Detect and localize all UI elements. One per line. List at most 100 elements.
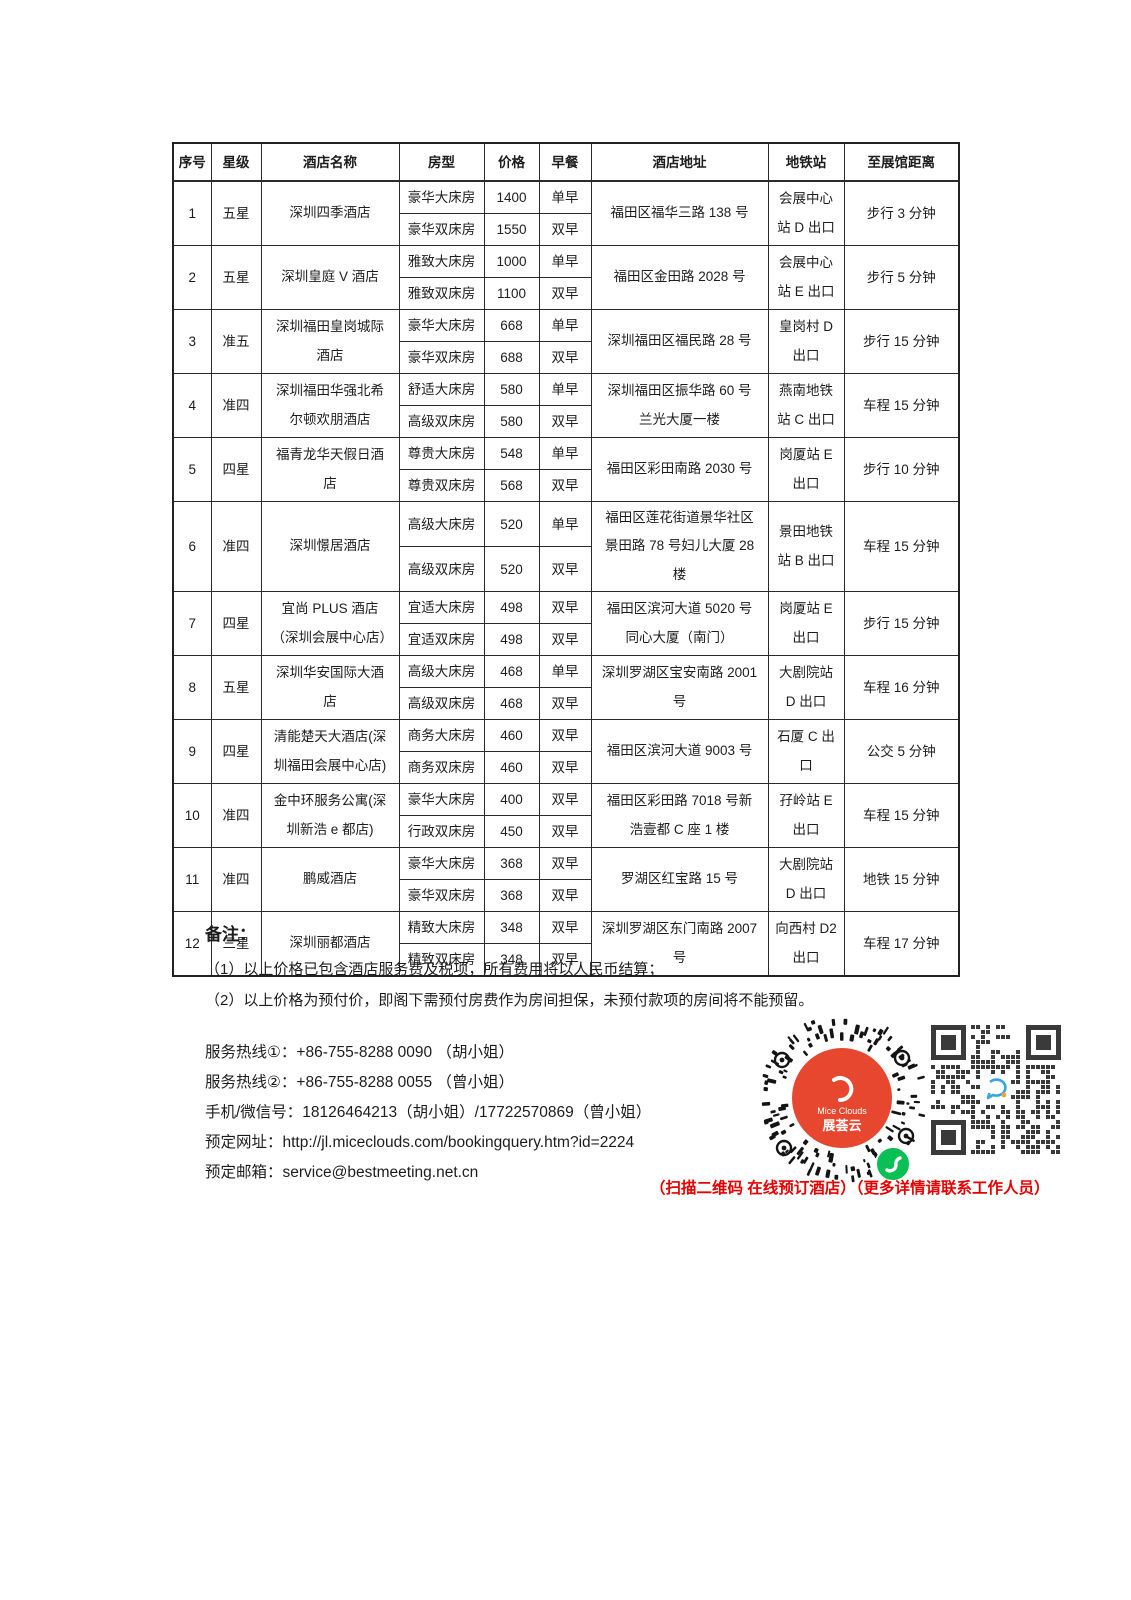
cell-star-rating: 五星 xyxy=(210,655,262,721)
cell-address: 罗湖区红宝路 15 号 xyxy=(590,847,769,913)
cell-hotel-name: 深圳丽都酒店 xyxy=(260,911,400,977)
cell-address: 福田区福华三路 138 号 xyxy=(590,180,769,246)
cell-room-type: 高级大床房 xyxy=(398,500,485,548)
table-row: 高级双床房 520 双早 xyxy=(173,546,959,593)
cell-price: 668 xyxy=(483,309,540,342)
cell-price: 348 xyxy=(483,943,540,977)
cell-breakfast: 双早 xyxy=(538,783,592,817)
cell-price: 450 xyxy=(483,815,540,849)
cell-distance: 车程 16 分钟 xyxy=(843,655,960,721)
cell-metro-station: 会展中心站 E 出口 xyxy=(767,245,845,310)
cell-price: 498 xyxy=(483,623,540,657)
cell-price: 468 xyxy=(483,687,540,721)
cell-address: 福田区彩田路 7018 号新浩壹都 C 座 1 楼 xyxy=(590,783,769,849)
table-row: 6 准四 深圳憬居酒店 高级大床房 520 单早 福田区莲花街道景华社区景田路 78 号妇儿… xyxy=(172,500,960,593)
cell-room-type: 豪华大床房 xyxy=(398,309,485,342)
cell-room-type: 精致双床房 xyxy=(398,943,485,977)
cell-price: 1550 xyxy=(483,213,540,246)
remark-item-1: （1）以上价格已包含酒店服务费及税项，所有费用将以人民币结算； xyxy=(205,961,664,978)
cell-row-number: 2 xyxy=(172,245,212,310)
cell-star-rating: 准四 xyxy=(210,847,262,913)
cell-price: 1100 xyxy=(483,277,540,310)
cell-metro-station: 石厦 C 出口 xyxy=(767,719,845,785)
column-header: 星级 xyxy=(210,142,262,182)
cell-room-type: 豪华双床房 xyxy=(398,879,485,913)
cell-price: 368 xyxy=(483,847,540,881)
cell-breakfast: 单早 xyxy=(538,180,592,214)
table-row: 4 准四 深圳福田华强北希尔顿欢朋酒店 舒适大床房 580 单早 深圳福田区振华路 60 号… xyxy=(172,373,960,438)
cell-address: 深圳罗湖区东门南路 2007 号 xyxy=(590,911,769,977)
cell-room-type: 尊贵大床房 xyxy=(398,437,485,470)
cell-row-number: 3 xyxy=(172,309,212,374)
cell-metro-station: 会展中心站 D 出口 xyxy=(767,180,845,246)
cell-room-type: 宜适双床房 xyxy=(398,623,485,657)
table-row: 高级双床房 580 双早 xyxy=(173,405,959,438)
cell-price: 548 xyxy=(483,437,540,470)
cell-breakfast: 双早 xyxy=(538,847,592,881)
cell-hotel-name: 深圳皇庭 V 酒店 xyxy=(260,245,400,310)
table-row: 10 准四 金中环服务公寓(深圳新浩 e 都店) 豪华大床房 400 双早 福田区彩田路 7… xyxy=(172,783,960,849)
table-row: 8 五星 深圳华安国际大酒店 高级大床房 468 单早 深圳罗湖区宝安南路 2001 号大剧… xyxy=(172,655,960,721)
table-row: 11 准四 鹏威酒店 豪华大床房 368 双早 罗湖区红宝路 15 号大剧院站 D 出口 地铁… xyxy=(172,847,960,913)
cell-row-number: 11 xyxy=(172,847,212,913)
cell-hotel-name: 福青龙华天假日酒店 xyxy=(260,437,400,502)
cell-price: 400 xyxy=(483,783,540,817)
cell-breakfast: 双早 xyxy=(538,719,592,753)
table-row: 2 五星 深圳皇庭 V 酒店 雅致大床房 1000 单早 福田区金田路 2028 号会展中心… xyxy=(172,245,960,310)
cell-room-type: 行政双床房 xyxy=(398,815,485,849)
cell-row-number: 4 xyxy=(172,373,212,438)
cell-price: 580 xyxy=(483,405,540,438)
cell-breakfast: 双早 xyxy=(538,879,592,913)
cell-hotel-name: 清能楚天大酒店(深圳福田会展中心店) xyxy=(260,719,400,785)
cell-distance: 地铁 15 分钟 xyxy=(843,847,960,913)
cell-price: 368 xyxy=(483,879,540,913)
cell-metro-station: 孖岭站 E 出口 xyxy=(767,783,845,849)
booking-url: 预定网址：http://jl.miceclouds.com/bookingque… xyxy=(205,1133,635,1151)
cell-distance: 步行 10 分钟 xyxy=(843,437,960,502)
column-header: 序号 xyxy=(172,142,212,182)
cell-room-type: 高级双床房 xyxy=(398,405,485,438)
table-row: 雅致双床房 1100 双早 xyxy=(173,277,959,310)
cell-star-rating: 四星 xyxy=(210,437,262,502)
cell-price: 468 xyxy=(483,655,540,689)
cell-room-type: 商务大床房 xyxy=(398,719,485,753)
cell-star-rating: 准五 xyxy=(210,309,262,374)
svg-text:展荟云: 展荟云 xyxy=(822,1118,861,1133)
table-header-row: 序号 星级 酒店名称 房型 价格 早餐 酒店地址 地铁站 至展馆距离 xyxy=(172,142,960,182)
cell-room-type: 豪华大床房 xyxy=(398,783,485,817)
cell-breakfast: 双早 xyxy=(538,943,592,977)
remark-item-2: （2）以上价格为预付价，即阁下需预付房费作为房间担保，未预付款项的房间将不能预留… xyxy=(205,991,814,1009)
cell-metro-station: 岗厦站 E 出口 xyxy=(767,591,845,657)
cell-address: 福田区莲花街道景华社区景田路 78 号妇儿大厦 28 楼 xyxy=(590,500,769,593)
booking-email: 预定邮箱：service@bestmeeting.net.cn xyxy=(205,1163,479,1181)
cell-distance: 车程 17 分钟 xyxy=(843,911,960,977)
cell-breakfast: 双早 xyxy=(538,405,592,438)
hotel-table-wrap: 序号 星级 酒店名称 房型 价格 早餐 酒店地址 地铁站 至展馆距离 1 五星 深圳四季酒店 豪华大床… xyxy=(172,142,960,978)
cell-distance: 步行 15 分钟 xyxy=(843,591,960,657)
cell-address: 深圳福田区振华路 60 号兰光大厦一楼 xyxy=(590,373,769,438)
cell-hotel-name: 深圳四季酒店 xyxy=(260,180,400,246)
cell-breakfast: 单早 xyxy=(538,655,592,689)
cell-breakfast: 双早 xyxy=(538,815,592,849)
cell-hotel-name: 鹏威酒店 xyxy=(260,847,400,913)
table-row: 行政双床房 450 双早 xyxy=(173,815,959,849)
cell-room-type: 豪华大床房 xyxy=(398,180,485,214)
cell-breakfast: 双早 xyxy=(538,469,592,502)
cell-room-type: 高级双床房 xyxy=(398,546,485,593)
cell-price: 688 xyxy=(483,341,540,374)
cell-distance: 步行 5 分钟 xyxy=(843,245,960,310)
table-row: 3 准五 深圳福田皇岗城际酒店 豪华大床房 668 单早 深圳福田区福民路 28 号皇岗村 … xyxy=(172,309,960,374)
cell-price: 580 xyxy=(483,373,540,406)
contact-section: 服务热线①：+86-755-8288 0090 （胡小姐） 服务热线②：+86-… xyxy=(205,1038,765,1188)
cell-hotel-name: 深圳华安国际大酒店 xyxy=(260,655,400,721)
cell-star-rating: 四星 xyxy=(210,719,262,785)
table-row: 豪华双床房 1550 双早 xyxy=(173,213,959,246)
cell-distance: 公交 5 分钟 xyxy=(843,719,960,785)
cell-row-number: 10 xyxy=(172,783,212,849)
miniprogram-qr-code: Mice Clouds 展荟云 xyxy=(760,1018,930,1190)
table-row: 尊贵双床房 568 双早 xyxy=(173,469,959,502)
cell-price: 460 xyxy=(483,719,540,753)
column-header: 酒店地址 xyxy=(590,142,769,182)
cell-breakfast: 双早 xyxy=(538,623,592,657)
cell-row-number: 6 xyxy=(172,500,212,593)
